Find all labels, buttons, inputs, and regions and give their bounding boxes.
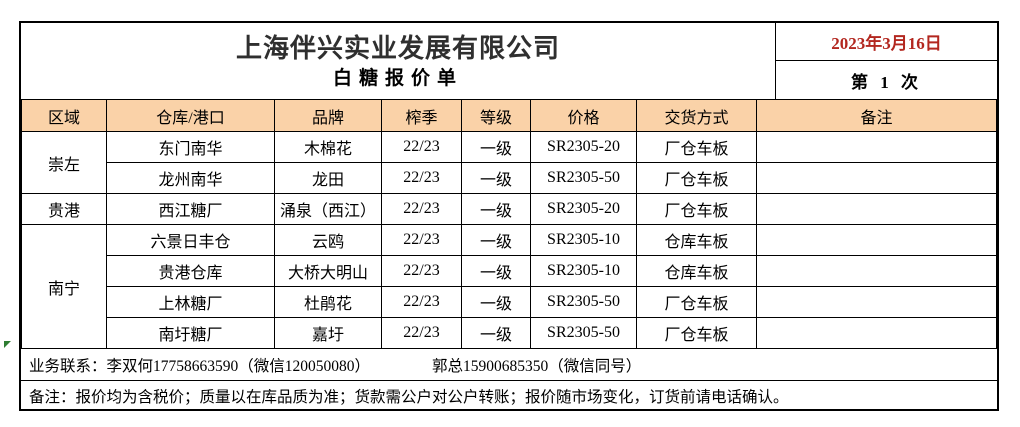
header-row: 区域 仓库/港口 品牌 榨季 等级 价格 交货方式 备注 [21,99,997,132]
price-cell: SR2305-50 [530,317,637,349]
issue-number: 第 1 次 [851,72,922,92]
column-header: 仓库/港口 [106,99,275,132]
region-cell: 崇左 [21,131,107,194]
column-header: 价格 [530,99,637,132]
column-header: 区域 [21,99,107,132]
brand-cell: 涌泉（西江） [274,193,382,225]
season-cell: 22/23 [381,162,462,194]
grade-cell: 一级 [461,131,531,163]
brand-cell: 嘉圩 [274,317,382,349]
column-header: 备注 [756,99,997,132]
table-row: 龙州南华 龙田 22/23 一级 SR2305-50 厂仓车板 [22,162,997,194]
table-row: 南宁 六景日丰仓 云鸥 22/23 一级 SR2305-10 仓库车板 [21,224,997,349]
document-title: 白糖报价单 [332,67,463,89]
price-cell: SR2305-20 [530,131,637,163]
green-arrow-marker-icon [4,341,11,348]
quote-date: 2023年3月16日 [776,23,997,61]
table-row: 贵港 西江糖厂 涌泉（西江） 22/23 一级 SR2305-20 厂仓车板 [21,193,997,225]
table-row: 南圩糖厂 嘉圩 22/23 一级 SR2305-50 厂仓车板 [22,317,997,349]
delivery-cell: 厂仓车板 [636,162,757,194]
price-cell: SR2305-10 [530,255,637,287]
season-cell: 22/23 [381,131,462,163]
remarks-text: 备注：报价均为含税价；质量以在库品质为准；货款需公户对公户转账；报价随市场变化，… [29,389,789,406]
column-header: 等级 [461,99,531,132]
warehouse-cell: 龙州南华 [106,162,275,194]
column-header: 交货方式 [636,99,757,132]
brand-cell: 大桥大明山 [274,255,382,287]
quote-table-body: 崇左 东门南华 木棉花 22/23 一级 SR2305-20 厂仓车板 龙州南华 龙田 22/23… [21,131,997,349]
grade-cell: 一级 [461,193,531,225]
warehouse-cell: 六景日丰仓 [106,224,275,256]
brand-cell: 木棉花 [274,131,382,163]
region-cell: 贵港 [21,193,107,225]
note-cell [756,131,997,163]
remarks-row: 备注：报价均为含税价；质量以在库品质为准；货款需公户对公户转账；报价随市场变化，… [21,380,997,411]
delivery-cell: 厂仓车板 [636,286,757,318]
contact-right: 郭总15900685350（微信同号） [432,357,642,375]
price-table: 区域 仓库/港口 品牌 榨季 等级 价格 交货方式 备注 崇左 东门南华 木棉花 22/23 一级 SR… [21,99,997,349]
warehouse-cell: 贵港仓库 [106,255,275,287]
table-row: 崇左 东门南华 木棉花 22/23 一级 SR2305-20 厂仓车板 [21,131,997,194]
season-cell: 22/23 [381,193,462,225]
date-block: 2023年3月16日 第 1 次 [776,23,997,99]
grade-cell: 一级 [461,286,531,318]
region-cell: 南宁 [21,224,107,349]
warehouse-cell: 南圩糖厂 [106,317,275,349]
note-cell [756,193,997,225]
price-cell: SR2305-50 [530,286,637,318]
price-cell: SR2305-20 [530,193,637,225]
grade-cell: 一级 [461,162,531,194]
brand-cell: 云鸥 [274,224,382,256]
season-cell: 22/23 [381,317,462,349]
table-row: 贵港仓库 大桥大明山 22/23 一级 SR2305-10 仓库车板 [22,255,997,287]
column-header: 榨季 [381,99,462,132]
note-cell [756,224,997,256]
grade-cell: 一级 [461,317,531,349]
delivery-cell: 仓库车板 [636,224,757,256]
sheet-header: 上海伴兴实业发展有限公司 白糖报价单 2023年3月16日 第 1 次 [21,23,997,99]
note-cell [756,162,997,194]
delivery-cell: 厂仓车板 [636,317,757,349]
delivery-cell: 厂仓车板 [636,131,757,163]
table-row: 上林糖厂 杜鹃花 22/23 一级 SR2305-50 厂仓车板 [22,286,997,318]
contact-row: 业务联系：李双何17758663590（微信120050080） 郭总15900… [21,349,997,380]
note-cell [756,317,997,349]
brand-cell: 龙田 [274,162,382,194]
season-cell: 22/23 [381,286,462,318]
note-cell [756,255,997,287]
price-cell: SR2305-10 [530,224,637,256]
warehouse-cell: 西江糖厂 [106,193,275,225]
quotation-sheet: 上海伴兴实业发展有限公司 白糖报价单 2023年3月16日 第 1 次 区域 仓库… [19,21,999,411]
warehouse-cell: 上林糖厂 [106,286,275,318]
company-name: 上海伴兴实业发展有限公司 [235,32,560,63]
warehouse-cell: 东门南华 [106,131,275,163]
season-cell: 22/23 [381,224,462,256]
season-cell: 22/23 [381,255,462,287]
delivery-cell: 厂仓车板 [636,193,757,225]
grade-cell: 一级 [461,255,531,287]
column-header: 品牌 [274,99,382,132]
price-cell: SR2305-50 [530,162,637,194]
brand-cell: 杜鹃花 [274,286,382,318]
grade-cell: 一级 [461,224,531,256]
delivery-cell: 仓库车板 [636,255,757,287]
note-cell [756,286,997,318]
title-block: 上海伴兴实业发展有限公司 白糖报价单 [21,23,776,99]
contact-left: 业务联系：李双何17758663590（微信120050080） [29,357,371,375]
